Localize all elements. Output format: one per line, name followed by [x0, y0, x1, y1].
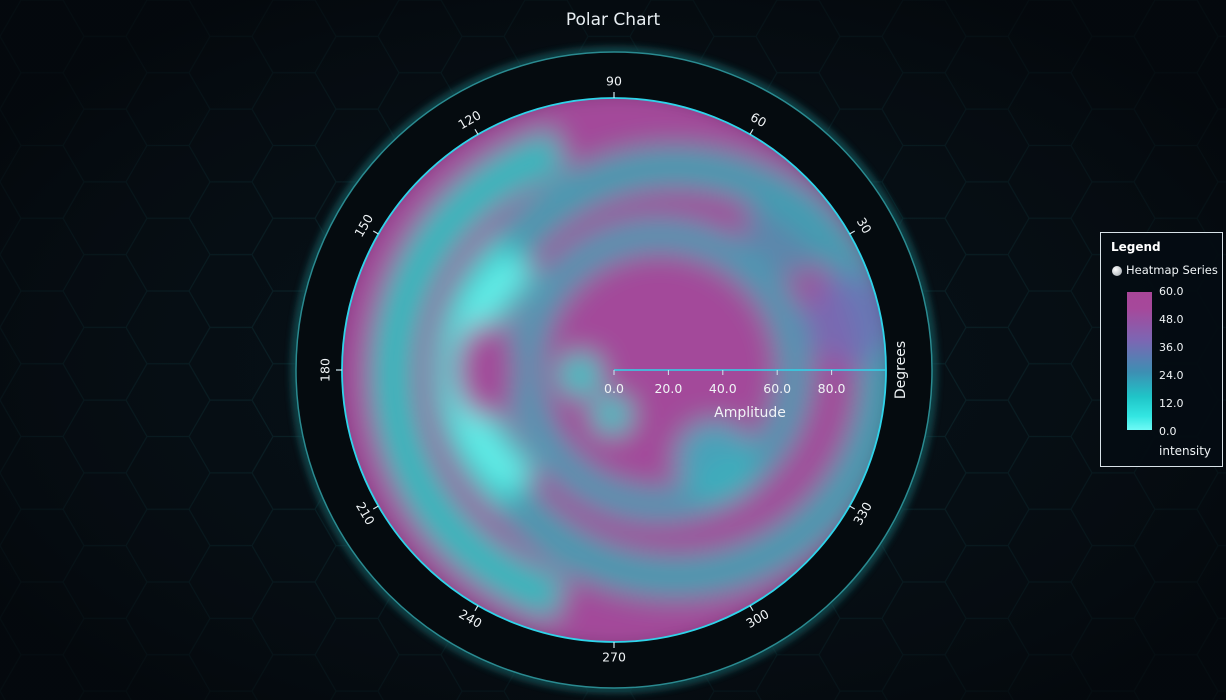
legend: Legend Heatmap Series 60.0 48.0 36.0 24.… [1100, 232, 1223, 467]
angle-tick [474, 128, 479, 135]
angle-tick-label: 270 [602, 650, 626, 665]
angle-tick-label: 60 [748, 109, 769, 130]
radial-tick-label: 40.0 [709, 381, 737, 396]
angle-tick-label: 90 [606, 74, 622, 89]
legend-tick: 48.0 [1159, 313, 1184, 326]
radial-axis-title: Amplitude [714, 405, 786, 421]
legend-tick: 60.0 [1159, 285, 1184, 298]
radial-tick-label: 80.0 [818, 381, 846, 396]
angle-tick [372, 230, 379, 235]
angular-axis-title: Degrees [893, 341, 909, 399]
legend-title: Legend [1111, 240, 1161, 254]
angle-tick [372, 505, 379, 510]
radial-tick-label: 0.0 [604, 381, 624, 396]
legend-tick: 0.0 [1159, 425, 1177, 438]
angle-tick [749, 128, 754, 135]
legend-tick: 36.0 [1159, 341, 1184, 354]
angle-tick [474, 605, 479, 612]
angle-tick-label: 180 [318, 358, 333, 382]
legend-series-label[interactable]: Heatmap Series [1126, 263, 1218, 277]
legend-tick: 24.0 [1159, 369, 1184, 382]
legend-tick: 12.0 [1159, 397, 1184, 410]
angle-tick [849, 230, 856, 235]
radial-tick-label: 60.0 [763, 381, 791, 396]
radial-tick-label: 20.0 [654, 381, 682, 396]
legend-color-scale [1127, 292, 1152, 430]
angle-tick [749, 605, 754, 612]
chart-title: Polar Chart [565, 10, 661, 30]
radial-axis: 0.0 20.0 40.0 60.0 80.0 [604, 369, 886, 396]
legend-unit-label: intensity [1159, 444, 1212, 458]
angle-tick-label: 30 [854, 215, 875, 236]
angle-tick [849, 505, 856, 510]
legend-series-marker-icon [1112, 266, 1122, 276]
